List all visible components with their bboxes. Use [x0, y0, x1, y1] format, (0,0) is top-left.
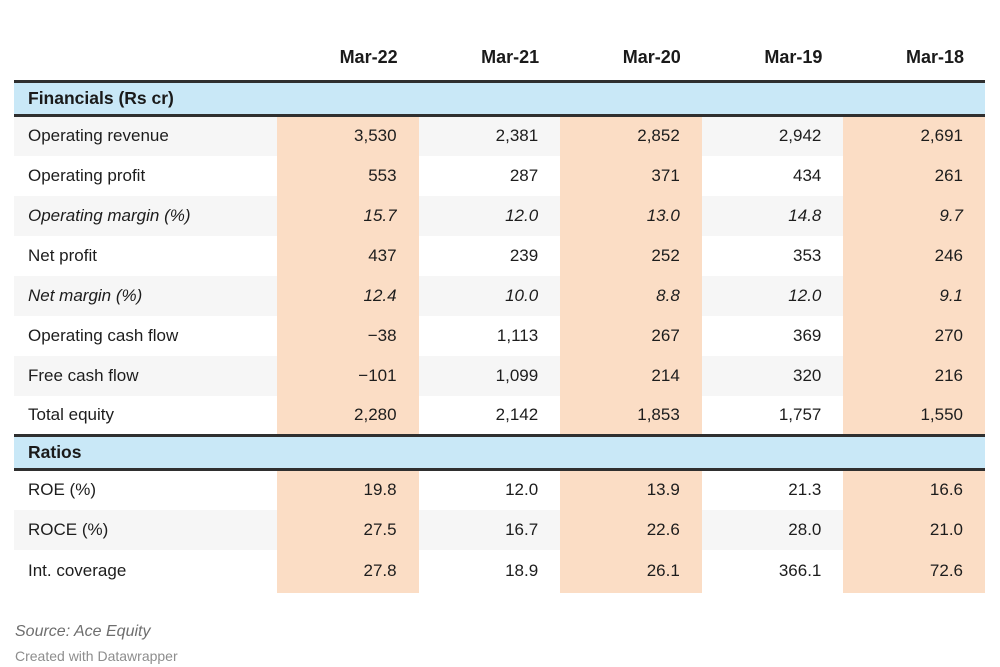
cell-value: 12.0: [418, 195, 561, 236]
cell-value: 15.7: [277, 195, 419, 236]
cell-value: 12.0: [701, 275, 844, 316]
cell-value: 2,942: [701, 115, 844, 156]
row-label: Operating profit: [14, 155, 277, 196]
row-label: Operating margin (%): [14, 195, 277, 236]
cell-value: 72.6: [843, 549, 985, 593]
cell-value: 9.1: [843, 275, 985, 316]
table-row: Net profit 437 239 252 353 246: [14, 235, 985, 276]
cell-value: 434: [701, 155, 844, 196]
cell-value: 12.0: [418, 469, 561, 510]
column-header: Mar-20: [560, 36, 702, 82]
cell-value: 19.8: [277, 469, 419, 510]
cell-value: 553: [277, 155, 419, 196]
cell-value: 353: [701, 235, 844, 276]
table-row: Free cash flow −101 1,099 214 320 216: [14, 355, 985, 396]
cell-value: 8.8: [560, 275, 702, 316]
table-row: ROE (%) 19.8 12.0 13.9 21.3 16.6: [14, 469, 985, 510]
row-label: Free cash flow: [14, 355, 277, 396]
cell-value: 246: [843, 235, 985, 276]
financials-table: Mar-22 Mar-21 Mar-20 Mar-19 Mar-18 Financials…: [14, 36, 985, 593]
table-footer: Source: Ace Equity Created with Datawrap…: [15, 621, 1000, 665]
cell-value: −101: [277, 355, 419, 396]
column-header-row: Mar-22 Mar-21 Mar-20 Mar-19 Mar-18: [14, 36, 985, 82]
row-label: ROE (%): [14, 469, 277, 510]
cell-value: 26.1: [560, 549, 702, 593]
table-row: Operating margin (%) 15.7 12.0 13.0 14.8 9.7: [14, 195, 985, 236]
cell-value: 2,381: [418, 115, 561, 156]
row-label: Operating cash flow: [14, 315, 277, 356]
cell-value: 1,113: [418, 315, 561, 356]
column-header: Mar-18: [843, 36, 985, 82]
table-row: Total equity 2,280 2,142 1,853 1,757 1,550: [14, 395, 985, 436]
cell-value: 261: [843, 155, 985, 196]
cell-value: 1,757: [701, 395, 844, 436]
cell-value: −38: [277, 315, 419, 356]
section-title: Financials (Rs cr): [14, 80, 985, 117]
cell-value: 2,280: [277, 395, 419, 436]
cell-value: 437: [277, 235, 419, 276]
cell-value: 21.0: [843, 509, 985, 550]
cell-value: 22.6: [560, 509, 702, 550]
cell-value: 216: [843, 355, 985, 396]
table-row: Operating profit 553 287 371 434 261: [14, 155, 985, 196]
table-row: Net margin (%) 12.4 10.0 8.8 12.0 9.1: [14, 275, 985, 316]
table-row: Operating cash flow −38 1,113 267 369 270: [14, 315, 985, 356]
cell-value: 13.0: [560, 195, 702, 236]
cell-value: 10.0: [418, 275, 561, 316]
cell-value: 27.8: [277, 549, 419, 593]
row-label: Int. coverage: [14, 549, 277, 593]
table-row: ROCE (%) 27.5 16.7 22.6 28.0 21.0: [14, 509, 985, 550]
cell-value: 366.1: [701, 549, 844, 593]
section-header-row: Ratios: [14, 434, 985, 471]
cell-value: 3,530: [277, 115, 419, 156]
row-label: Operating revenue: [14, 115, 277, 156]
cell-value: 2,852: [560, 115, 702, 156]
section-header-row: Financials (Rs cr): [14, 80, 985, 117]
credit-link[interactable]: Created with Datawrapper: [15, 647, 178, 664]
cell-value: 1,550: [843, 395, 985, 436]
cell-value: 14.8: [701, 195, 844, 236]
cell-value: 28.0: [701, 509, 844, 550]
source-note: Source: Ace Equity: [15, 622, 151, 640]
cell-value: 1,099: [418, 355, 561, 396]
cell-value: 267: [560, 315, 702, 356]
column-header: Mar-22: [277, 36, 419, 82]
cell-value: 369: [701, 315, 844, 356]
cell-value: 2,142: [418, 395, 561, 436]
cell-value: 18.9: [418, 549, 561, 593]
cell-value: 1,853: [560, 395, 702, 436]
table-row: Int. coverage 27.8 18.9 26.1 366.1 72.6: [14, 549, 985, 593]
row-label: Net margin (%): [14, 275, 277, 316]
cell-value: 16.6: [843, 469, 985, 510]
row-label: ROCE (%): [14, 509, 277, 550]
column-header: Mar-21: [418, 36, 561, 82]
row-label: Total equity: [14, 395, 277, 436]
cell-value: 12.4: [277, 275, 419, 316]
column-header: Mar-19: [701, 36, 844, 82]
cell-value: 287: [418, 155, 561, 196]
cell-value: 239: [418, 235, 561, 276]
cell-value: 27.5: [277, 509, 419, 550]
cell-value: 371: [560, 155, 702, 196]
row-label: Net profit: [14, 235, 277, 276]
cell-value: 252: [560, 235, 702, 276]
cell-value: 9.7: [843, 195, 985, 236]
cell-value: 214: [560, 355, 702, 396]
section-title: Ratios: [14, 434, 985, 471]
cell-value: 13.9: [560, 469, 702, 510]
table-row: Operating revenue 3,530 2,381 2,852 2,942 2,6…: [14, 115, 985, 156]
cell-value: 21.3: [701, 469, 844, 510]
cell-value: 320: [701, 355, 844, 396]
corner-header-cell: [14, 36, 277, 82]
cell-value: 2,691: [843, 115, 985, 156]
cell-value: 16.7: [418, 509, 561, 550]
cell-value: 270: [843, 315, 985, 356]
